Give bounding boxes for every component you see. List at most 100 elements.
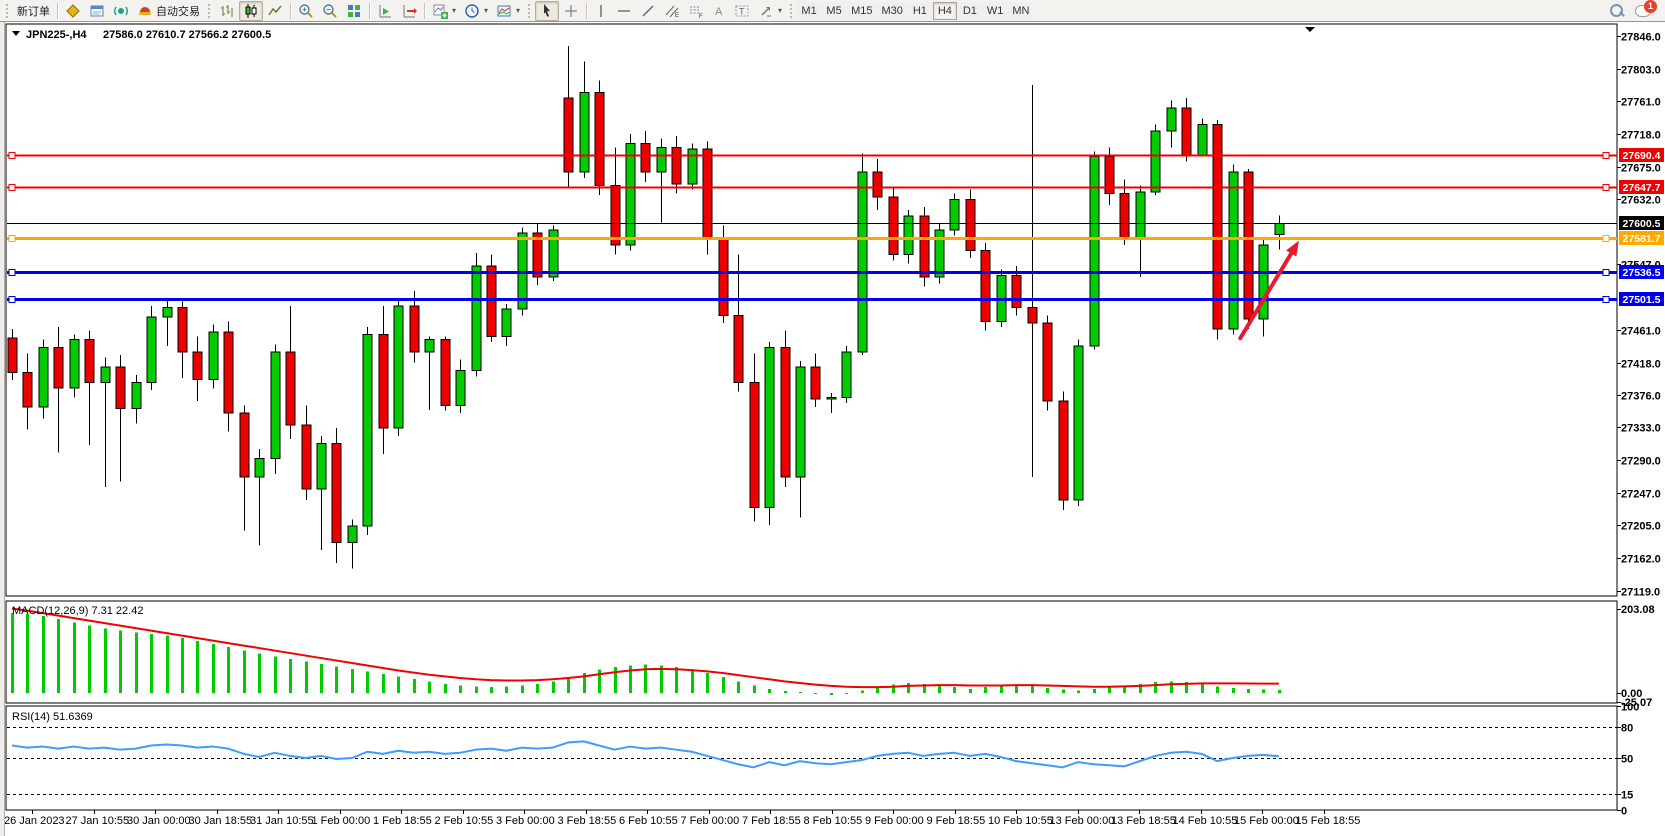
timeframe-m15[interactable]: M15 bbox=[847, 1, 877, 20]
bull-candle bbox=[579, 92, 590, 173]
shapes-button[interactable]: ▾ bbox=[754, 1, 786, 21]
bull-candle bbox=[903, 215, 914, 255]
price-tick-label: 27675.0 bbox=[1621, 163, 1661, 175]
macd-signal-line bbox=[11, 607, 1279, 689]
notifications-icon[interactable]: 1 bbox=[1635, 0, 1657, 18]
bear-candle bbox=[409, 305, 420, 353]
bear-candle bbox=[331, 442, 342, 544]
toolbar-separator bbox=[290, 2, 291, 19]
timeframe-m5[interactable]: M5 bbox=[822, 1, 847, 20]
chart-shift-button[interactable] bbox=[397, 1, 421, 21]
chart-title-symbol: JPN225-,H4 bbox=[26, 29, 87, 41]
macd-pane[interactable] bbox=[5, 600, 1618, 704]
resistance-line-2-anchor[interactable] bbox=[1602, 184, 1610, 191]
navigator-button[interactable] bbox=[109, 1, 133, 21]
new-order-button[interactable]: 新订单 bbox=[13, 1, 54, 21]
svg-text:F: F bbox=[699, 14, 703, 19]
tile-windows-icon bbox=[348, 4, 360, 17]
price-tick-label: 27376.0 bbox=[1621, 391, 1661, 403]
bear-candle bbox=[532, 232, 543, 278]
bear-candle bbox=[115, 366, 126, 409]
fibonacci-button[interactable]: F bbox=[684, 1, 708, 21]
symbol-dropdown-icon[interactable] bbox=[12, 31, 20, 36]
bull-candle bbox=[146, 316, 157, 383]
support-line-1-anchor[interactable] bbox=[1602, 269, 1610, 276]
date-label: 15 Feb 18:55 bbox=[1296, 815, 1361, 827]
support-line-2-anchor[interactable] bbox=[1602, 296, 1610, 303]
rsi-label: RSI(14) 51.6369 bbox=[12, 711, 93, 723]
data-window-button[interactable] bbox=[85, 1, 109, 21]
annotation-arrow-head[interactable] bbox=[1286, 240, 1299, 257]
bear-candle bbox=[1181, 107, 1192, 156]
rsi-scale-label: 50 bbox=[1621, 754, 1633, 766]
pivot-line-anchor[interactable] bbox=[1602, 235, 1610, 242]
date-label: 27 Jan 10:55 bbox=[66, 815, 130, 827]
bull-candle bbox=[656, 147, 667, 173]
price-tick-label: 27162.0 bbox=[1621, 554, 1661, 566]
date-label: 1 Feb 18:55 bbox=[373, 815, 432, 827]
notification-badge: 1 bbox=[1644, 0, 1657, 13]
resistance-line-2-anchor[interactable] bbox=[8, 184, 16, 191]
support-line-1-anchor[interactable] bbox=[8, 269, 16, 276]
bull-candle bbox=[208, 331, 219, 380]
horizontal-line-button[interactable] bbox=[612, 1, 636, 21]
pivot-line-badge bbox=[1619, 231, 1664, 245]
resistance-line-1-anchor[interactable] bbox=[8, 152, 16, 159]
cursor-button[interactable] bbox=[535, 0, 560, 21]
bull-candle bbox=[69, 339, 80, 389]
chart-canvas[interactable]: 27846.0 27803.0 27761.0 27718.0 27675.0 27632… bbox=[0, 22, 1665, 836]
bull-candle bbox=[1228, 171, 1239, 330]
bear-candle bbox=[239, 412, 250, 478]
annotation-arrow-shaft[interactable] bbox=[1238, 251, 1294, 341]
resistance-line-2-badge-label: 27647.7 bbox=[1623, 182, 1661, 194]
text-label-button[interactable]: T bbox=[730, 1, 754, 21]
auto-scroll-button[interactable] bbox=[373, 1, 397, 21]
zoom-in-button[interactable] bbox=[294, 1, 318, 21]
bear-candle bbox=[22, 372, 33, 408]
timeframe-h4[interactable]: H4 bbox=[932, 1, 957, 20]
market-watch-button[interactable] bbox=[61, 1, 85, 21]
trendline-button[interactable] bbox=[636, 1, 660, 21]
crosshair-button[interactable] bbox=[559, 1, 583, 21]
bear-candle bbox=[177, 307, 188, 353]
zoom-in-icon bbox=[299, 3, 313, 18]
timeframe-m1[interactable]: M1 bbox=[797, 1, 822, 20]
channel-icon: E bbox=[665, 5, 679, 19]
price-tick-label: 27846.0 bbox=[1621, 32, 1661, 44]
timeframe-d1[interactable]: D1 bbox=[957, 1, 982, 20]
text-button[interactable]: A bbox=[708, 1, 730, 21]
zoom-out-button[interactable] bbox=[318, 1, 342, 21]
macd-label: MACD(12,26,9) 7.31 22.42 bbox=[12, 605, 143, 617]
candlestick-chart-button[interactable] bbox=[239, 0, 263, 21]
pivot-line-anchor[interactable] bbox=[8, 235, 16, 242]
tile-windows-button[interactable] bbox=[342, 1, 366, 21]
support-line-2-anchor[interactable] bbox=[8, 296, 16, 303]
timeframe-w1[interactable]: W1 bbox=[982, 1, 1008, 20]
indicators-button[interactable]: ▾ bbox=[428, 1, 460, 21]
bear-candle bbox=[919, 215, 930, 278]
timeframe-m30[interactable]: M30 bbox=[877, 1, 907, 20]
bar-chart-button[interactable] bbox=[215, 1, 239, 21]
main-chart-pane[interactable] bbox=[5, 23, 1618, 597]
chart-shift-marker[interactable] bbox=[1305, 27, 1315, 32]
bull-candle bbox=[131, 381, 142, 409]
vertical-line-button[interactable] bbox=[590, 1, 612, 21]
date-label: 8 Feb 10:55 bbox=[804, 815, 863, 827]
search-icon[interactable] bbox=[1609, 3, 1625, 19]
timeframe-mn[interactable]: MN bbox=[1008, 1, 1034, 20]
support-line-1-badge-label: 27536.5 bbox=[1623, 267, 1661, 279]
autotrade-button[interactable]: 自动交易 bbox=[133, 1, 204, 21]
line-chart-button[interactable] bbox=[263, 1, 287, 21]
resistance-line-1-anchor[interactable] bbox=[1602, 152, 1610, 159]
window-splitter[interactable] bbox=[0, 22, 5, 836]
bull-candle bbox=[347, 525, 358, 544]
channel-button[interactable]: E bbox=[660, 1, 684, 21]
timeframe-h1[interactable]: H1 bbox=[907, 1, 932, 20]
price-tick-label: 27461.0 bbox=[1621, 326, 1661, 338]
chart-title-ohlc: 27586.0 27610.7 27566.2 27600.5 bbox=[103, 29, 271, 41]
periods-button[interactable]: ▾ bbox=[460, 1, 492, 21]
rsi-scale-label: 100 bbox=[1621, 702, 1639, 714]
autotrade-icon bbox=[139, 6, 151, 15]
macd-scale-label: 0.00 bbox=[1621, 688, 1642, 700]
templates-button[interactable]: ▾ bbox=[492, 1, 524, 21]
